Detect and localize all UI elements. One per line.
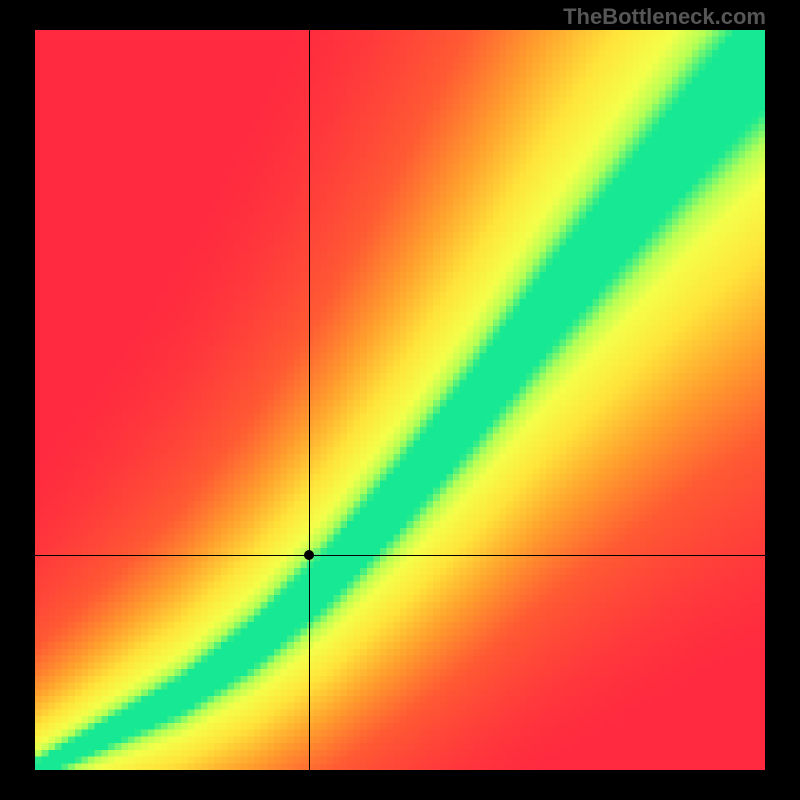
watermark-text: TheBottleneck.com [563,4,766,30]
bottleneck-heatmap [35,30,765,770]
crosshair-horizontal-line [35,555,765,556]
crosshair-vertical-line [309,30,310,770]
